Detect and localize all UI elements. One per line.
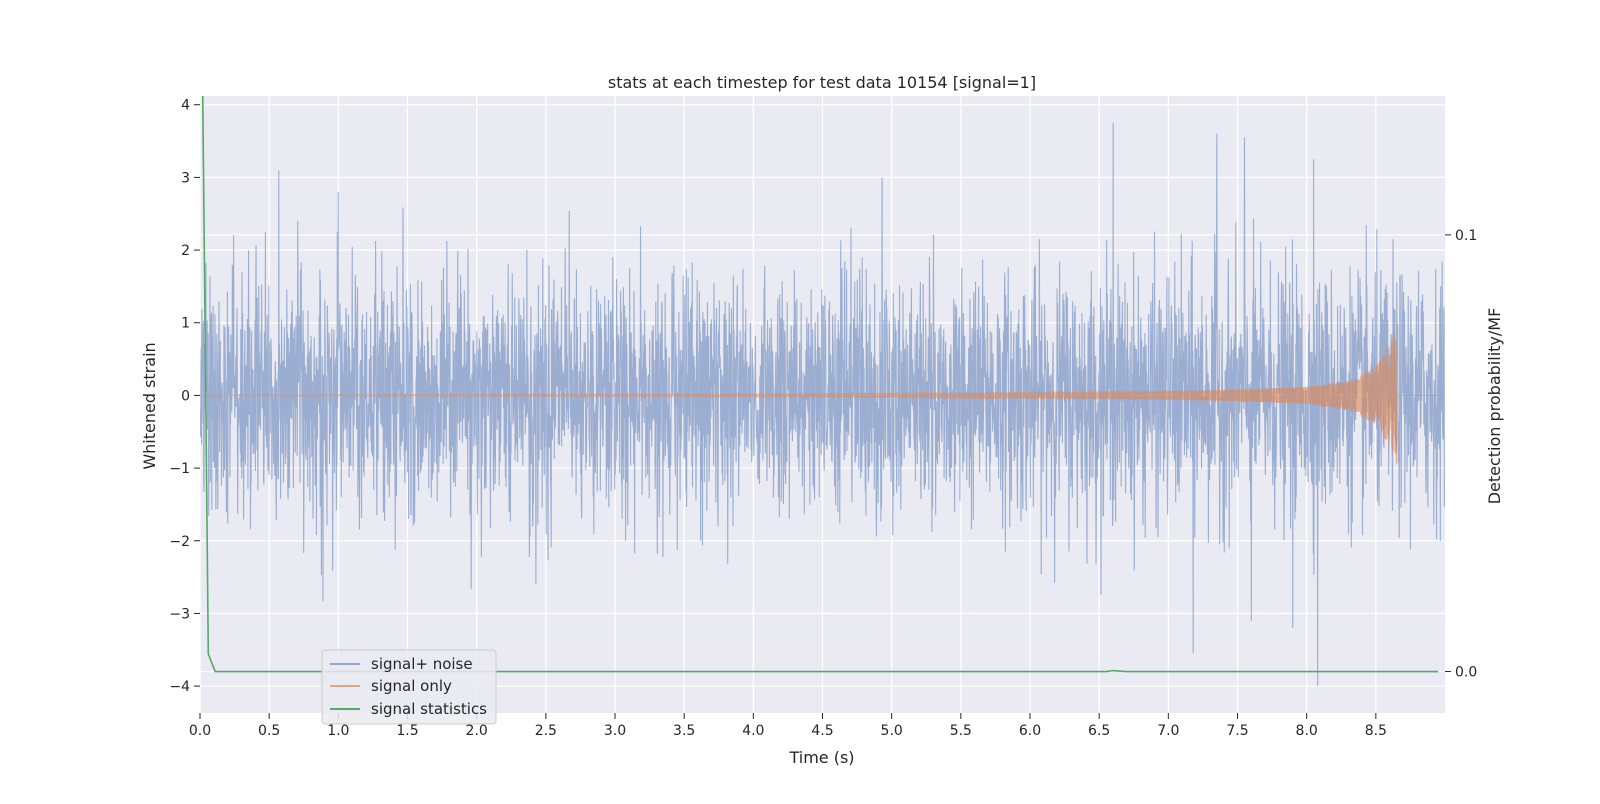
x-tick-label-6: 3.0 — [604, 723, 626, 739]
y2-tick-label-0: 0.0 — [1455, 665, 1477, 681]
x-tick-label-15: 7.5 — [1226, 723, 1248, 739]
chart-title: stats at each timestep for test data 101… — [608, 73, 1036, 92]
y-tick-label-6: 2 — [181, 243, 190, 259]
x-tick-label-13: 6.5 — [1088, 723, 1110, 739]
x-tick-label-17: 8.5 — [1365, 723, 1387, 739]
y2-axis-label: Detection probability/MF — [1485, 308, 1504, 505]
y-axis-label: Whitened strain — [140, 342, 159, 469]
x-tick-label-8: 4.0 — [742, 723, 764, 739]
x-tick-label-12: 6.0 — [1019, 723, 1041, 739]
x-tick-label-5: 2.5 — [535, 723, 557, 739]
y-tick-label-0: −4 — [169, 679, 190, 695]
x-tick-label-16: 8.0 — [1296, 723, 1318, 739]
y-tick-label-7: 3 — [181, 170, 190, 186]
series-signal-statistics-line — [201, 96, 1439, 673]
y-tick-label-5: 1 — [181, 316, 190, 332]
legend: signal+ noise signal only signal statist… — [321, 649, 497, 725]
x-tick-label-1: 0.5 — [258, 723, 280, 739]
y-tick-label-4: 0 — [181, 388, 190, 404]
x-tick-label-4: 2.0 — [466, 723, 488, 739]
x-tick-label-10: 5.0 — [881, 723, 903, 739]
series-layer — [200, 96, 1445, 687]
y-axis-ticks: −4 −3 −2 −1 0 1 2 3 4 — [169, 98, 200, 695]
x-tick-label-14: 7.0 — [1157, 723, 1179, 739]
y2-axis-ticks: 0.0 0.1 — [1445, 228, 1477, 681]
series-signal-only-line — [200, 331, 1445, 465]
x-tick-label-3: 1.5 — [396, 723, 418, 739]
y2-tick-label-1: 0.1 — [1455, 228, 1477, 244]
x-axis-label: Time (s) — [788, 748, 854, 767]
x-tick-label-2: 1.0 — [327, 723, 349, 739]
y-tick-label-2: −2 — [169, 534, 190, 550]
y-tick-label-1: −3 — [169, 606, 190, 622]
x-tick-label-7: 3.5 — [673, 723, 695, 739]
x-tick-label-9: 4.5 — [811, 723, 833, 739]
legend-label-signal-only: signal only — [371, 677, 452, 695]
legend-label-signal-noise: signal+ noise — [371, 655, 473, 673]
y-tick-label-8: 4 — [181, 98, 190, 114]
y-tick-label-3: −1 — [169, 461, 190, 477]
x-axis-ticks: 0.0 0.5 1.0 1.5 2.0 2.5 3.0 3.5 4.0 4.5 5.0 5.5 6.0 6… — [189, 713, 1387, 739]
legend-label-signal-statistics: signal statistics — [371, 700, 487, 718]
series-signal-noise-line — [200, 122, 1445, 687]
x-tick-label-0: 0.0 — [189, 723, 211, 739]
legend-box — [321, 649, 497, 725]
x-tick-label-11: 5.5 — [950, 723, 972, 739]
